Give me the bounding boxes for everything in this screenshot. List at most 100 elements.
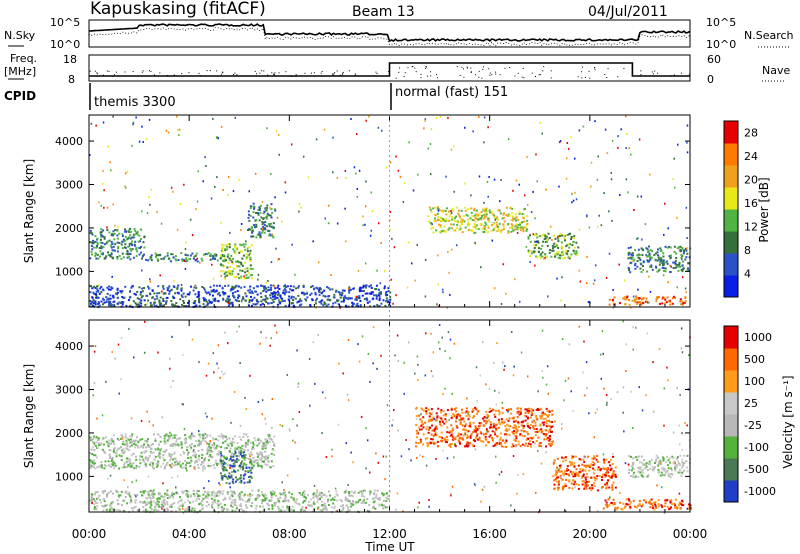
- echo-cell: [259, 453, 262, 456]
- echo-cell: [557, 483, 560, 486]
- echo-cell: [202, 253, 205, 256]
- echo-cell: [248, 291, 251, 294]
- echo-cell: [662, 262, 665, 265]
- echo-cell: [461, 222, 464, 225]
- echo-cell: [106, 228, 109, 231]
- echo-speckle: [344, 207, 346, 210]
- echo-cell: [511, 430, 514, 433]
- echo-cell: [224, 259, 227, 262]
- echo-cell: [100, 228, 103, 231]
- nave-dot: [153, 74, 155, 76]
- nave-dot: [542, 70, 544, 72]
- echo-cell: [113, 232, 116, 235]
- echo-cell: [166, 509, 169, 512]
- echo-cell: [305, 299, 308, 302]
- echo-cell: [220, 462, 223, 465]
- echo-cell: [373, 492, 376, 495]
- echo-cell: [331, 498, 334, 501]
- echo-cell: [111, 458, 114, 461]
- echo-cell: [264, 497, 267, 500]
- echo-cell: [348, 289, 351, 292]
- echo-cell: [534, 234, 537, 237]
- echo-cell: [92, 291, 95, 294]
- echo-cell: [273, 298, 276, 301]
- echo-cell: [147, 501, 150, 504]
- echo-cell: [570, 253, 573, 256]
- echo-cell: [267, 286, 270, 289]
- echo-cell: [247, 289, 250, 292]
- echo-cell: [415, 441, 418, 444]
- echo-cell: [196, 260, 199, 263]
- echo-cell: [583, 460, 586, 463]
- echo-cell: [111, 233, 114, 236]
- echo-cell: [109, 510, 112, 513]
- nave-dot: [141, 71, 143, 73]
- echo-cell: [233, 491, 236, 494]
- echo-cell: [168, 292, 171, 295]
- echo-cell: [533, 427, 536, 430]
- echo-cell: [634, 267, 637, 270]
- echo-cell: [249, 288, 252, 291]
- echo-cell: [91, 462, 94, 465]
- echo-speckle: [600, 224, 603, 227]
- echo-speckle: [149, 287, 151, 290]
- echo-cell: [228, 269, 231, 272]
- echo-cell: [608, 486, 611, 489]
- echo-cell: [112, 492, 115, 495]
- echo-cell: [375, 284, 378, 287]
- echo-cell: [168, 257, 171, 260]
- echo-cell: [214, 492, 217, 495]
- echo-cell: [224, 446, 227, 449]
- echo-cell: [384, 506, 387, 509]
- echo-cell: [444, 209, 447, 212]
- echo-cell: [478, 438, 481, 441]
- echo-cell: [548, 442, 551, 445]
- echo-cell: [381, 504, 384, 507]
- echo-cell: [605, 458, 608, 461]
- echo-cell: [422, 433, 425, 436]
- echo-cell: [266, 302, 269, 305]
- echo-cell: [197, 295, 200, 298]
- echo-cell: [627, 257, 630, 260]
- echo-cell: [140, 245, 143, 248]
- echo-cell: [681, 247, 684, 250]
- echo-speckle: [210, 197, 213, 200]
- echo-speckle: [397, 169, 400, 172]
- echo-cell: [456, 434, 459, 437]
- echo-cell: [126, 492, 129, 495]
- echo-speckle: [429, 143, 432, 146]
- echo-cell: [634, 249, 637, 252]
- echo-cell: [538, 445, 541, 448]
- nave-dot: [395, 77, 397, 79]
- echo-cell: [255, 298, 258, 301]
- echo-cell: [549, 428, 552, 431]
- echo-cell: [512, 420, 515, 423]
- echo-speckle: [315, 306, 317, 309]
- echo-cell: [120, 434, 123, 437]
- echo-cell: [136, 297, 139, 300]
- echo-cell: [642, 261, 645, 264]
- echo-cell: [495, 224, 498, 227]
- echo-speckle: [148, 118, 151, 121]
- echo-cell: [486, 413, 489, 416]
- echo-cell: [472, 225, 475, 228]
- echo-cell: [516, 429, 519, 432]
- echo-cell: [230, 441, 233, 444]
- nave-dot: [209, 70, 211, 72]
- echo-cell: [499, 436, 502, 439]
- echo-speckle: [269, 206, 271, 209]
- echo-speckle: [165, 129, 168, 132]
- echo-speckle: [686, 151, 689, 154]
- echo-speckle: [560, 299, 562, 302]
- echo-cell: [674, 504, 677, 507]
- echo-cell: [168, 452, 171, 455]
- echo-cell: [134, 440, 137, 443]
- echo-cell: [674, 259, 677, 262]
- echo-cell: [90, 464, 93, 467]
- echo-cell: [170, 466, 173, 469]
- echo-cell: [631, 299, 634, 302]
- echo-cell: [185, 507, 188, 510]
- echo-cell: [244, 271, 247, 274]
- echo-cell: [646, 270, 649, 273]
- echo-cell: [185, 467, 188, 470]
